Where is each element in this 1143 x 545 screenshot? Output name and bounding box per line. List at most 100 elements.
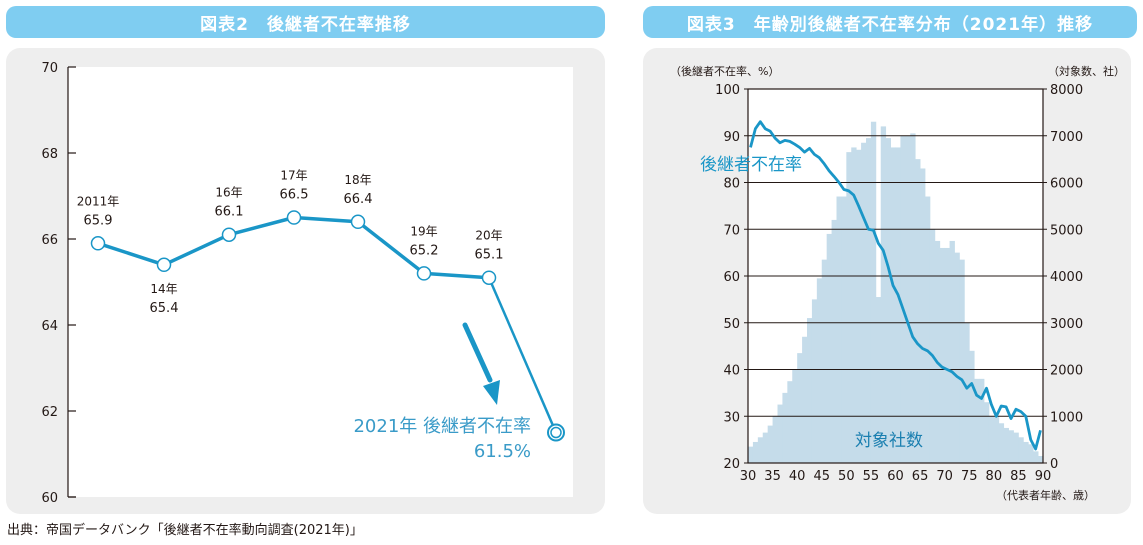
bar bbox=[797, 353, 803, 463]
data-point bbox=[90, 236, 106, 251]
data-label-year: 18年 bbox=[344, 173, 371, 187]
x-tick-label: 35 bbox=[764, 469, 781, 484]
y-left-tick-label: 60 bbox=[723, 270, 740, 285]
bar bbox=[993, 416, 1000, 463]
bar bbox=[964, 322, 970, 463]
down-arrow-head bbox=[483, 380, 500, 405]
data-label-value: 65.1 bbox=[475, 248, 504, 263]
x-tick-label: 65 bbox=[912, 469, 929, 484]
bar bbox=[939, 247, 946, 463]
x-tick-label: 75 bbox=[961, 469, 978, 484]
bar bbox=[969, 350, 975, 463]
data-label-year: 19年 bbox=[410, 224, 437, 238]
x-tick-label: 40 bbox=[789, 469, 806, 484]
bar bbox=[915, 159, 921, 463]
y-right-tick-label: 3000 bbox=[1050, 317, 1083, 332]
bar bbox=[767, 425, 773, 463]
chart3-title-banner: 図表3 年齢別後継者不在率分布（2021年）推移 bbox=[643, 6, 1137, 38]
data-label-value: 65.2 bbox=[410, 243, 439, 258]
bar bbox=[1023, 441, 1029, 463]
bar bbox=[821, 259, 828, 463]
bar bbox=[782, 392, 788, 463]
annotation-line2: 61.5% bbox=[474, 441, 531, 462]
data-point bbox=[481, 270, 497, 285]
bar bbox=[929, 229, 936, 463]
bar bbox=[856, 149, 862, 463]
bar bbox=[846, 152, 852, 464]
bar bbox=[762, 432, 769, 463]
data-label-year: 14年 bbox=[150, 282, 177, 296]
bar bbox=[984, 402, 990, 463]
y-right-tick-label: 2000 bbox=[1050, 364, 1083, 379]
y-left-tick-label: 90 bbox=[723, 130, 740, 145]
y-left-tick-label: 100 bbox=[715, 83, 740, 98]
x-tick-label: 45 bbox=[813, 469, 830, 484]
x-tick-label: 55 bbox=[863, 469, 880, 484]
x-tick-label: 30 bbox=[740, 469, 757, 484]
bar bbox=[807, 318, 813, 463]
bar bbox=[811, 299, 818, 463]
bar bbox=[752, 441, 759, 463]
bar bbox=[944, 247, 950, 463]
data-label-year: 20年 bbox=[475, 229, 502, 243]
bar bbox=[851, 147, 857, 463]
bar bbox=[1038, 455, 1044, 463]
y-right-tick-label: 0 bbox=[1050, 457, 1058, 472]
data-point bbox=[286, 210, 302, 225]
bar bbox=[861, 142, 867, 463]
y-tick-label: 66 bbox=[41, 233, 58, 248]
y-tick-label: 68 bbox=[41, 147, 58, 162]
bar bbox=[757, 437, 764, 463]
bar bbox=[1013, 432, 1019, 463]
series-line-final-segment bbox=[487, 277, 558, 433]
bar bbox=[1003, 427, 1009, 463]
data-label-year: 16年 bbox=[215, 186, 242, 200]
bar bbox=[1018, 437, 1024, 463]
bar bbox=[831, 219, 837, 463]
bar bbox=[880, 126, 887, 464]
bar bbox=[826, 233, 832, 463]
x-tick-label: 90 bbox=[1035, 469, 1052, 484]
bar bbox=[925, 196, 931, 463]
bar bbox=[949, 240, 955, 463]
y-left-tick-label: 20 bbox=[723, 457, 740, 472]
bar bbox=[905, 135, 911, 463]
y-right-tick-label: 4000 bbox=[1050, 270, 1083, 285]
annotation-line1: 2021年 後継者不在率 bbox=[353, 416, 531, 437]
data-label-value: 66.1 bbox=[215, 205, 244, 220]
bar bbox=[900, 135, 906, 463]
bar bbox=[866, 138, 872, 463]
y-left-tick-label: 70 bbox=[723, 223, 740, 238]
bar bbox=[890, 147, 896, 463]
bar bbox=[1008, 430, 1014, 463]
y-right-tick-label: 5000 bbox=[1050, 223, 1083, 238]
bar bbox=[910, 133, 916, 463]
y-tick-label: 64 bbox=[41, 319, 58, 334]
x-tick-label: 85 bbox=[1010, 469, 1027, 484]
y-left-tick-label: 30 bbox=[723, 410, 740, 425]
data-label-value: 65.4 bbox=[150, 301, 179, 316]
x-tick-label: 70 bbox=[936, 469, 953, 484]
bar bbox=[959, 259, 965, 463]
bar bbox=[870, 121, 877, 463]
count-series-label: 対象社数 bbox=[855, 431, 923, 451]
y-left-tick-label: 40 bbox=[723, 364, 740, 379]
data-label-value: 66.5 bbox=[280, 188, 309, 203]
chart2-title-banner: 図表2 後継者不在率推移 bbox=[6, 6, 605, 38]
rate-series-label: 後継者不在率 bbox=[700, 155, 802, 175]
y-tick-label: 60 bbox=[41, 491, 58, 506]
bar bbox=[998, 423, 1005, 463]
bar bbox=[979, 378, 985, 463]
y-left-tick-label: 50 bbox=[723, 317, 740, 332]
bar bbox=[934, 240, 941, 463]
data-point bbox=[416, 266, 432, 281]
bar bbox=[954, 252, 960, 463]
bar bbox=[816, 278, 823, 463]
x-tick-label: 50 bbox=[838, 469, 855, 484]
data-label-value: 65.9 bbox=[84, 213, 113, 228]
bar bbox=[748, 446, 754, 463]
y-right-tick-label: 8000 bbox=[1050, 83, 1083, 98]
x-tick-label: 60 bbox=[887, 469, 904, 484]
